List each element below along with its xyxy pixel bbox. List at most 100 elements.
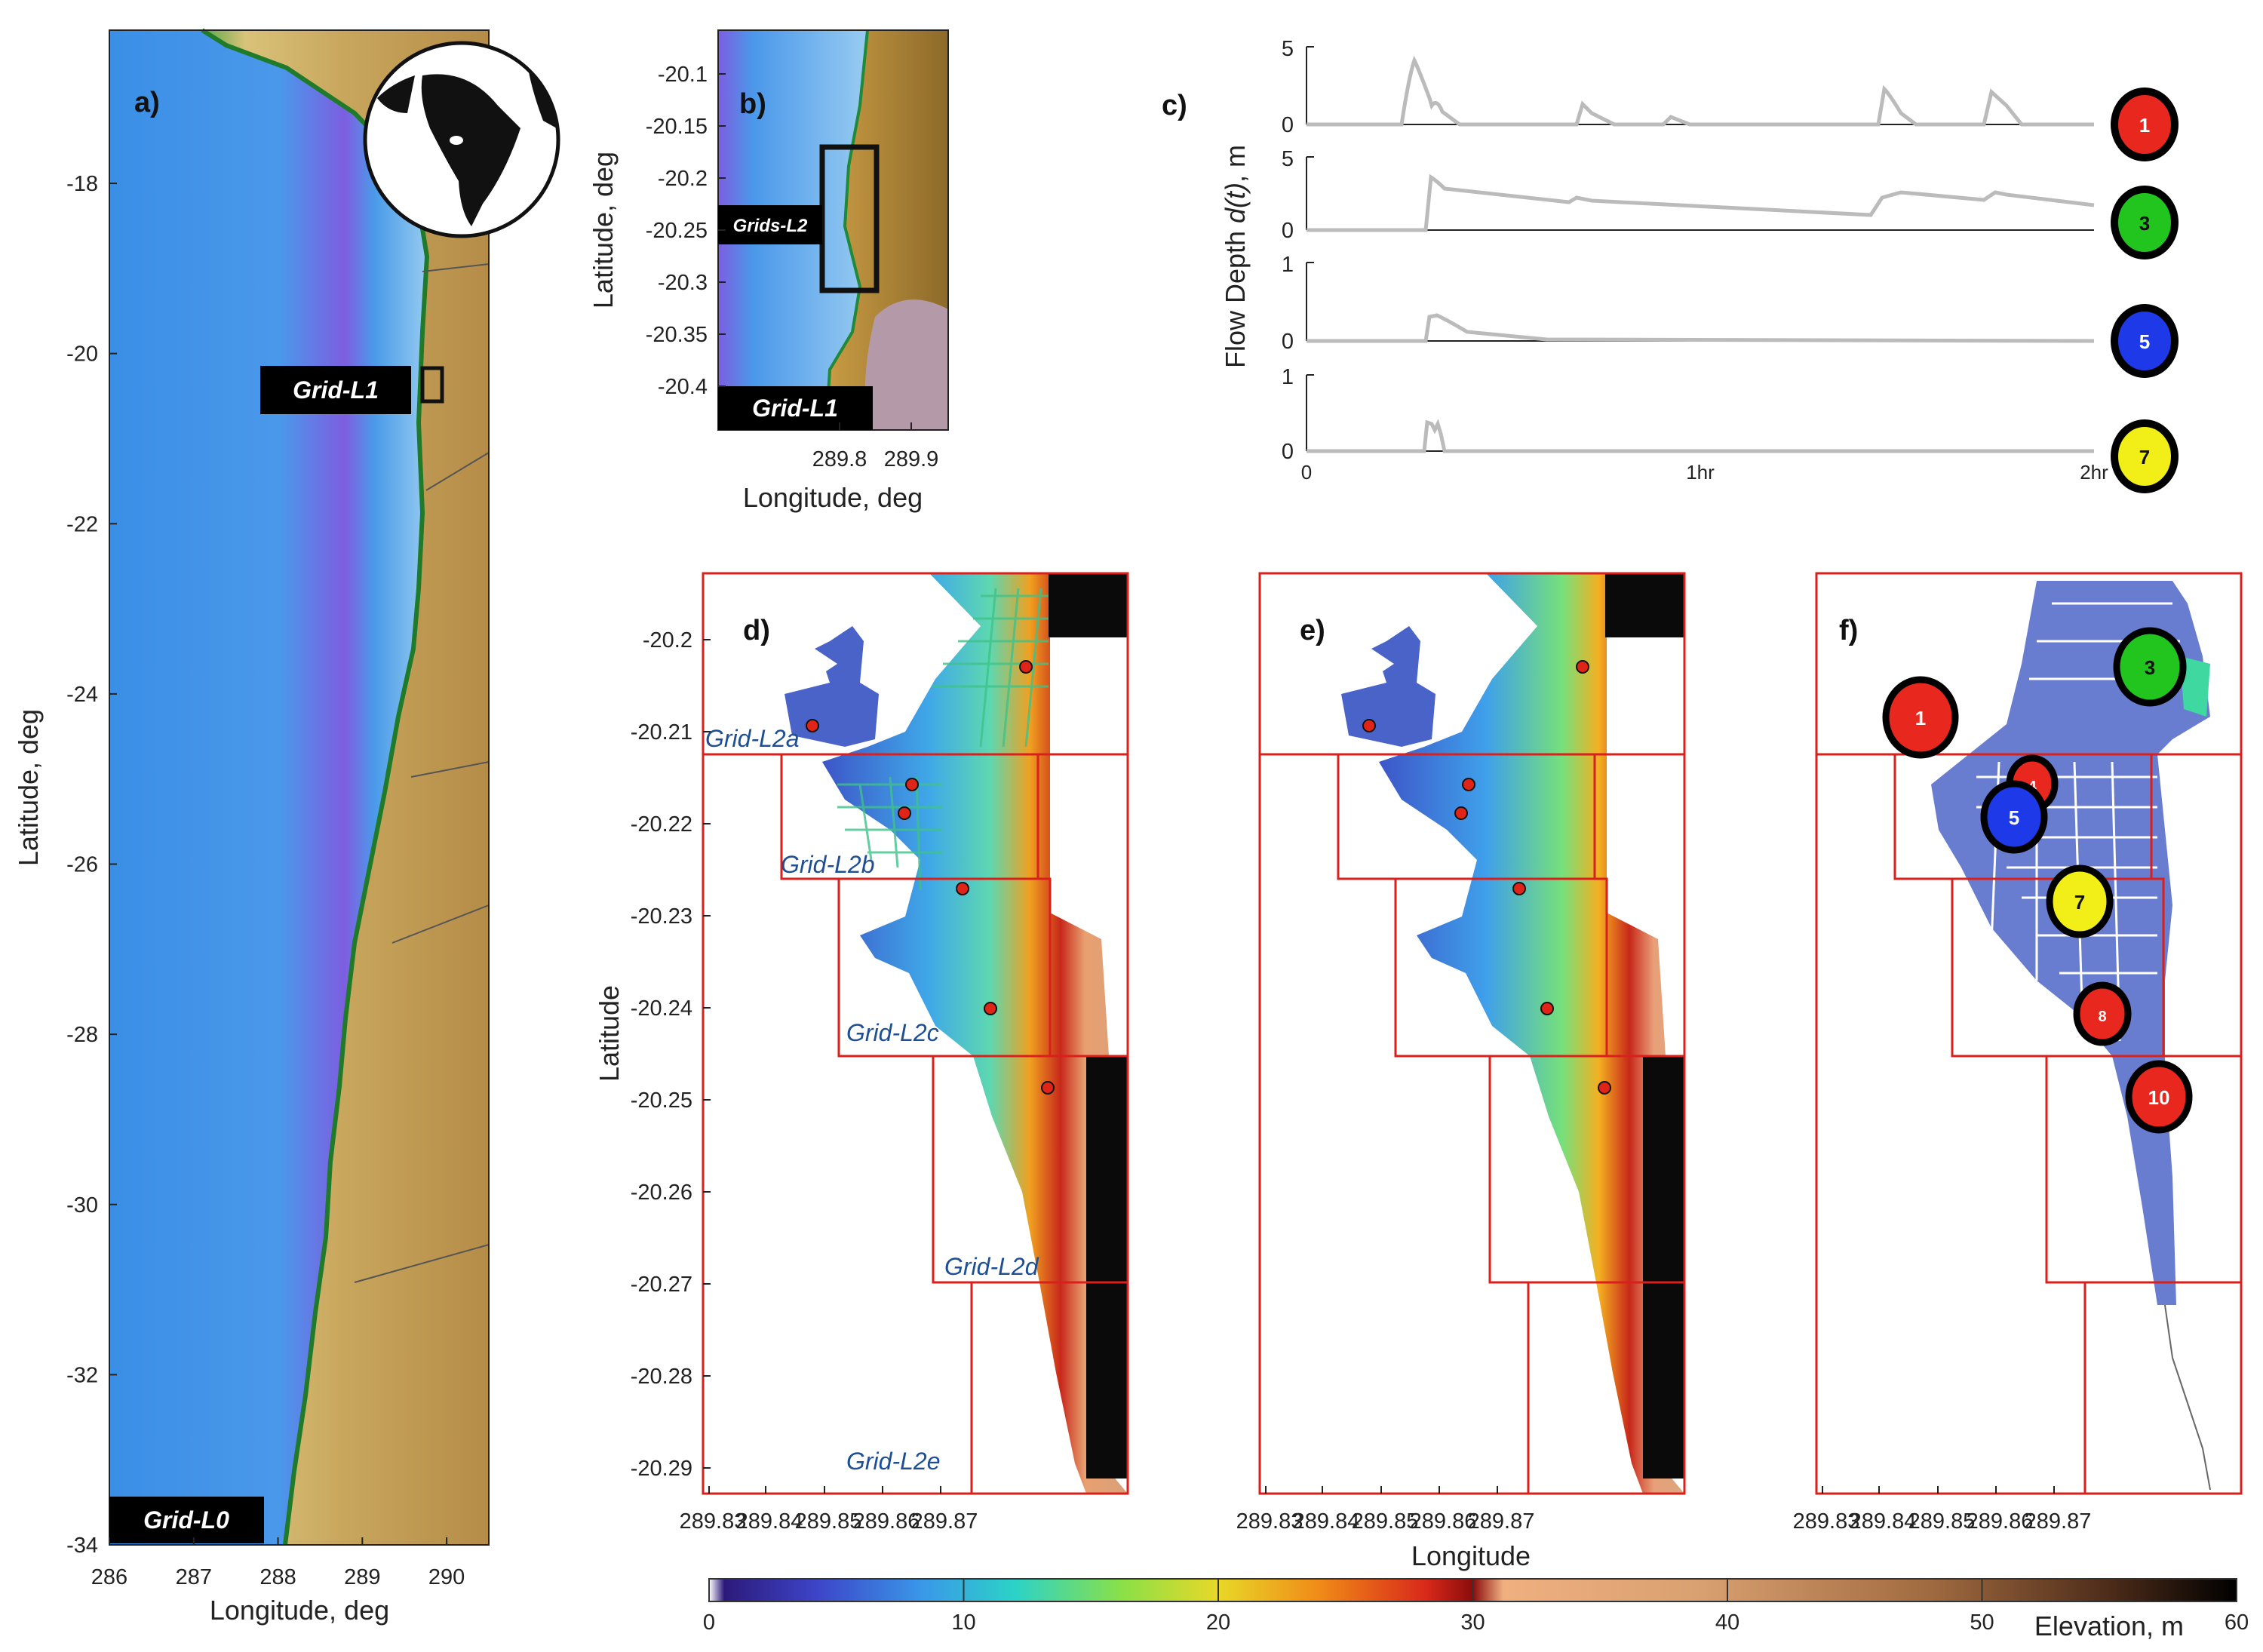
- panel-f-gauge-label: 7: [2074, 891, 2085, 914]
- panel-c-ylabel-var: d(t): [1220, 183, 1251, 223]
- globe-continent: [421, 74, 520, 226]
- panel-d-black-lower: [1086, 1056, 1128, 1479]
- panel-d-ytick-label: -20.27: [631, 1273, 692, 1297]
- colorbar-ticks: 0 10 20 30 40 50 60: [703, 1579, 2249, 1635]
- panel-f: f) 13457810 289.83289.84289.85289.86289.…: [1793, 572, 2243, 1534]
- panel_e-xtick-label: 289.85: [1352, 1509, 1419, 1534]
- panel-c-row-ymin: 0: [1282, 440, 1294, 464]
- globe-location-marker: [450, 136, 463, 145]
- colorbar-tick-label: 60: [2225, 1611, 2249, 1635]
- panel-b-ticks: 289.8 289.9 -20.1 -20.15 -20.2 -20.25 -20.3 -20…: [646, 63, 939, 471]
- panel-e-xlabel: Longitude: [1411, 1540, 1531, 1571]
- panel-b-ytick-label: -20.3: [658, 271, 708, 295]
- panel-a-frame: [109, 29, 490, 1546]
- grid-l0-tag: Grid-L0: [143, 1506, 229, 1534]
- panel-c-row-ymax: 1: [1282, 253, 1294, 277]
- panel-d-tag-l2e: Grid-L2e: [846, 1448, 941, 1475]
- panel_e-xtick-label: 289.87: [1468, 1509, 1535, 1534]
- panel_e-xtick-label: 289.84: [1293, 1509, 1360, 1534]
- panel-a-xtick-label: 290: [428, 1565, 465, 1589]
- panel_e-xtick-label: 289.86: [1410, 1509, 1477, 1534]
- panel-b: b) Grids-L2 Grid-L1 289.8 289.9 -20.1 -20.1…: [588, 29, 949, 513]
- colorbar-tick-label: 30: [1460, 1611, 1485, 1635]
- panel-c-gauge-label: 7: [2139, 446, 2150, 468]
- panel-a-ytick-label: -32: [66, 1363, 98, 1387]
- colorbar-tick-label: 10: [951, 1611, 975, 1635]
- panel-a: a) Grid-L1 Grid-L0 286 287 288 289 290 -18 -20…: [13, 28, 560, 1626]
- panel-f-gauge-marker: [2073, 981, 2132, 1046]
- panel-c-row-ymin: 0: [1282, 219, 1294, 243]
- panel-c-series-line: [1307, 419, 2094, 453]
- panel-a-xtick-label: 289: [344, 1565, 380, 1589]
- panel-c-row-ymin: 0: [1282, 113, 1294, 137]
- panel-d-ytick-label: -20.24: [631, 996, 692, 1021]
- panel-c-gauge-marker: [2111, 419, 2179, 493]
- panel-f-gauge-marker: [2113, 627, 2187, 707]
- panel-d-label: d): [743, 615, 770, 646]
- colorbar-tick-label: 40: [1715, 1611, 1739, 1635]
- panel-c-gauge-marker: [2111, 186, 2179, 259]
- panel-d-tag-l2c: Grid-L2c: [846, 1019, 939, 1046]
- gauge-dot: [1598, 1081, 1611, 1095]
- gauge-dot: [1540, 1002, 1554, 1015]
- colorbar-tick-label: 50: [1970, 1611, 1994, 1635]
- panel-c-xtick-label: 1hr: [1686, 461, 1715, 484]
- panel-d-ytick-label: -20.21: [631, 720, 692, 745]
- gauge-dot: [1019, 660, 1033, 674]
- gauge-dot: [1454, 806, 1468, 820]
- panel-a-label: a): [134, 87, 160, 118]
- panel-b-coast: [824, 29, 869, 431]
- panel-f-gauge-marker: [2125, 1060, 2193, 1134]
- grids-l2-tag-bg: [718, 205, 822, 244]
- grid-l1-tag-bg: [260, 366, 411, 414]
- panel-a-ytick-label: -18: [66, 172, 98, 196]
- panel-b-ytick-label: -20.15: [646, 115, 708, 139]
- globe-inset: [363, 41, 560, 238]
- panel-f-gauge-marker: [1980, 780, 2048, 854]
- panel-b-ylabel: Latitude, deg: [588, 152, 619, 309]
- panel_f-xtick-label: 289.83: [1793, 1509, 1860, 1534]
- panel-b-ytick-label: -20.25: [646, 219, 708, 243]
- gauge-dot: [1362, 719, 1376, 732]
- panel-b-xlabel: Longitude, deg: [743, 482, 923, 513]
- colorbar-label: Elevation, m: [2034, 1611, 2184, 1641]
- panel-d-ytick-label: -20.28: [631, 1365, 692, 1389]
- grid-box-outline: [2083, 1281, 2243, 1495]
- colorbar-tick-label: 20: [1206, 1611, 1230, 1635]
- gauge-dot: [1512, 882, 1526, 895]
- panel-a-borders: [354, 263, 490, 1283]
- gauge-dot: [806, 719, 819, 732]
- panel-d-black-topright: [1049, 573, 1128, 637]
- grid-l0-tag-bg: [109, 1497, 264, 1543]
- panel-f-gauge-label: 1: [1915, 707, 1926, 729]
- panel-f-gauge-marker: [2046, 864, 2114, 938]
- gauge-dot: [1041, 1081, 1055, 1095]
- panel_f-xtick-label: 289.85: [1908, 1509, 1976, 1534]
- panel-f-green-strip: [2180, 656, 2210, 717]
- gauge-dot: [1576, 660, 1589, 674]
- panel-c-series-line: [1307, 173, 2095, 232]
- panel-c-gauge-marker: [2111, 304, 2179, 378]
- panel-b-ytick-label: -20.1: [658, 63, 708, 87]
- panel-c-row-ymax: 1: [1282, 365, 1294, 389]
- panel-f-gauge-label: 8: [2098, 1009, 2106, 1025]
- panel-f-coastline: [2164, 1304, 2211, 1491]
- panel-b-ytick-label: -20.35: [646, 323, 708, 347]
- panel-d-tag-l2b: Grid-L2b: [781, 851, 875, 878]
- panel-e-grid-boxes: [1258, 572, 1686, 1495]
- panel-d: d) Grid-L2a Grid-L2b Grid-L2c Grid-L2d G…: [594, 572, 1129, 1534]
- panel-a-land: [202, 30, 489, 1545]
- panel-c-row-ymin: 0: [1282, 330, 1294, 354]
- panel-d-street-grid: [837, 588, 1049, 891]
- panel-e-inundation: [1379, 573, 1684, 1494]
- panel-a-ytick-label: -28: [66, 1023, 98, 1047]
- colorbar-tick-label: 0: [703, 1611, 715, 1635]
- panel-c-xtick-label: 0: [1301, 461, 1312, 484]
